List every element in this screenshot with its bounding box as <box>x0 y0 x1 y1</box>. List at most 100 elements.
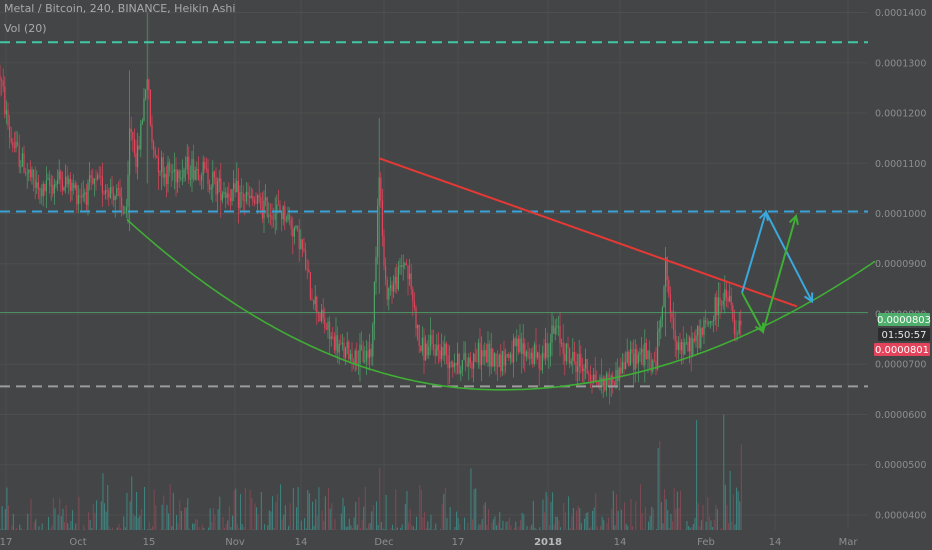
candle-body <box>181 177 183 179</box>
volume-bar <box>632 526 634 530</box>
volume-bar <box>348 518 350 530</box>
volume-bar <box>657 448 659 530</box>
volume-bar <box>590 526 592 530</box>
candle-body <box>575 361 577 372</box>
volume-bar <box>699 526 701 530</box>
candle-body <box>325 328 327 330</box>
candle-body <box>457 353 459 366</box>
candle-body <box>66 176 68 185</box>
volume-bar <box>350 525 352 530</box>
volume-bar <box>483 504 485 530</box>
volume-bar <box>72 510 74 530</box>
candle-body <box>417 324 419 329</box>
countdown-badge <box>878 328 930 341</box>
candle-body <box>394 276 396 284</box>
candle-body <box>625 362 627 370</box>
candle-body <box>359 344 361 364</box>
volume-bar <box>361 520 363 530</box>
symbol-title[interactable]: Metal / Bitcoin, 240, BINANCE, Heikin As… <box>4 2 236 15</box>
candle-body <box>711 321 713 322</box>
volume-bar <box>569 528 571 530</box>
candle-body <box>604 378 606 391</box>
volume-bar <box>548 524 550 530</box>
candle-body <box>177 170 179 183</box>
time-axis[interactable]: 17 Oct 15 Nov 14 Dec 17 2018 14 Feb 14 Mar <box>0 537 858 548</box>
volume-bar <box>705 521 707 530</box>
volume-bar <box>433 529 435 530</box>
volume-bar <box>739 501 741 530</box>
candle-body <box>445 343 447 355</box>
candle-body <box>255 202 257 204</box>
volume-bar <box>225 523 227 530</box>
volume-bar <box>313 525 315 530</box>
candle-body <box>559 325 561 344</box>
candle-body <box>509 354 511 359</box>
volume-bar <box>470 468 472 530</box>
volume-bar <box>385 494 387 530</box>
candle-body <box>605 373 607 391</box>
candle-body <box>516 338 518 347</box>
volume-bar <box>116 527 118 530</box>
volume-bar <box>352 528 354 530</box>
volume-indicator-title[interactable]: Vol (20) <box>4 22 47 35</box>
candle-body <box>551 325 553 343</box>
candle-body <box>49 178 51 186</box>
candle-body <box>228 193 230 198</box>
volume-bar <box>659 441 661 530</box>
candle-body <box>377 205 379 257</box>
volume-bar <box>488 509 490 530</box>
candle-body <box>380 177 382 201</box>
candle-body <box>685 342 687 344</box>
volume-bar <box>267 525 269 530</box>
volume-bar <box>100 501 102 530</box>
volume-bar <box>409 508 411 530</box>
candle-body <box>495 353 497 367</box>
time-tick-label: 17 <box>452 537 465 548</box>
candle-body <box>669 294 671 314</box>
candle-body <box>557 325 559 327</box>
candle-body <box>79 195 81 198</box>
volume-bar <box>715 505 717 530</box>
volume-bar <box>518 526 520 530</box>
candle-body <box>553 325 555 334</box>
volume-bar <box>601 516 603 530</box>
volume-bar <box>180 510 182 530</box>
volume-bar <box>665 499 667 530</box>
time-tick-label: 17 <box>0 537 12 548</box>
volume-bar <box>691 527 693 530</box>
volume-bar <box>184 507 186 530</box>
volume-bar <box>726 504 728 530</box>
candle-body <box>581 366 583 372</box>
candle-body <box>511 354 513 363</box>
volume-bar <box>656 529 658 530</box>
candle-body <box>61 179 63 191</box>
volume-bar <box>502 520 504 530</box>
volume-bar <box>105 511 107 530</box>
volume-bar <box>424 511 426 530</box>
candle-body <box>209 184 211 190</box>
candle-body <box>322 309 324 319</box>
candle-body <box>585 359 587 369</box>
candle-body <box>639 352 641 355</box>
candle-body <box>410 273 412 290</box>
candle-body <box>157 157 159 172</box>
candle-body <box>700 328 702 349</box>
candle-body <box>71 182 73 191</box>
candle-body <box>708 322 710 324</box>
volume-bar <box>486 524 488 530</box>
volume-bar <box>532 500 534 530</box>
horizontal-levels <box>0 41 868 388</box>
volume-bar <box>508 517 510 530</box>
candle-body <box>474 353 476 362</box>
candle-body <box>453 363 455 368</box>
volume-bar <box>203 527 205 530</box>
candle-body <box>81 197 83 199</box>
candle-body <box>569 347 571 364</box>
candle-body <box>354 350 356 364</box>
candle-body <box>197 168 199 181</box>
volume-bar <box>480 524 482 530</box>
candle-body <box>492 348 494 367</box>
volume-bar <box>4 509 6 530</box>
volume-bar <box>41 523 43 530</box>
